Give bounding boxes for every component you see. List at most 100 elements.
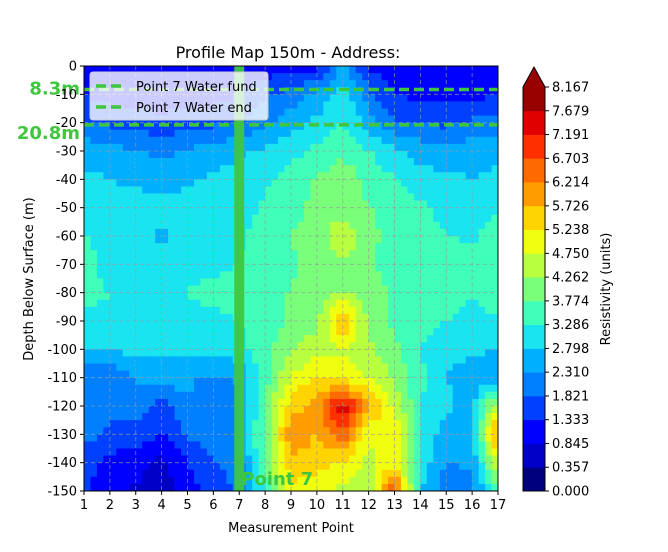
heat-cell	[316, 356, 324, 365]
heat-cell	[426, 143, 434, 152]
heat-cell	[491, 243, 498, 251]
heat-cell	[491, 328, 498, 336]
heat-cell	[174, 427, 182, 435]
heat-cell	[252, 236, 260, 244]
heat-cell	[452, 356, 460, 365]
heat-cell	[135, 313, 143, 322]
heat-cell	[278, 427, 286, 435]
heat-cell	[375, 377, 383, 386]
heat-cell	[459, 250, 467, 258]
heat-cell	[303, 278, 312, 287]
heat-cell	[168, 172, 176, 180]
heat-cell	[375, 94, 383, 103]
heat-cell	[368, 469, 376, 478]
heat-cell	[116, 462, 124, 471]
heat-cell	[116, 264, 124, 273]
heat-cell	[459, 469, 467, 478]
heat-cell	[407, 434, 415, 443]
heat-cell	[342, 434, 350, 443]
heat-cell	[297, 278, 305, 287]
heat-cell	[459, 441, 467, 450]
heat-cell	[446, 179, 454, 188]
heat-cell	[297, 207, 305, 216]
heat-cell	[368, 271, 376, 280]
heat-cell	[375, 207, 383, 216]
heat-cell	[329, 158, 337, 166]
heat-cell	[226, 129, 234, 138]
heat-cell	[181, 306, 189, 315]
heat-cell	[252, 427, 260, 435]
heat-cell	[388, 200, 396, 209]
heat-cell	[245, 271, 253, 280]
heat-cell	[96, 66, 105, 74]
heat-cell	[161, 136, 169, 145]
heat-cell	[122, 349, 130, 358]
heat-cell	[122, 306, 130, 315]
heat-cell	[181, 483, 189, 491]
heat-cell	[109, 313, 117, 322]
heat-cell	[465, 278, 473, 287]
heat-cell	[291, 483, 299, 491]
heat-cell	[452, 80, 460, 88]
heat-cell	[219, 342, 227, 350]
heat-cell	[181, 427, 189, 435]
heat-cell	[187, 129, 195, 138]
heat-cell	[168, 207, 176, 216]
heat-cell	[336, 483, 344, 491]
heat-cell	[278, 335, 286, 343]
heat-cell	[181, 292, 189, 301]
heat-cell	[252, 363, 260, 372]
heat-cell	[90, 483, 98, 491]
heat-cell	[485, 66, 493, 74]
heat-cell	[148, 214, 156, 223]
heat-cell	[193, 179, 202, 188]
heat-cell	[193, 441, 202, 450]
heat-cell	[96, 434, 105, 443]
heat-cell	[142, 172, 150, 180]
heat-cell	[368, 200, 376, 209]
heat-cell	[491, 462, 498, 471]
heat-cell	[96, 384, 105, 393]
heat-cell	[291, 66, 299, 74]
heat-cell	[413, 427, 421, 435]
heat-cell	[200, 448, 208, 457]
heat-cell	[284, 143, 292, 152]
heat-cell	[84, 427, 92, 435]
heat-cell	[485, 165, 493, 173]
heat-cell	[116, 179, 124, 188]
heat-cell	[265, 236, 273, 244]
heat-cell	[439, 129, 447, 138]
heat-cell	[433, 264, 441, 273]
heat-cell	[375, 306, 383, 315]
heat-cell	[407, 427, 415, 435]
heat-cell	[472, 73, 480, 81]
heat-cell	[316, 250, 324, 258]
heat-cell	[84, 80, 92, 88]
heat-cell	[355, 434, 363, 443]
colorbar-segment	[523, 395, 545, 421]
heat-cell	[459, 420, 467, 428]
heat-cell	[96, 264, 105, 273]
heat-cell	[407, 243, 415, 251]
heat-cell	[297, 349, 305, 358]
heat-cell	[355, 179, 363, 188]
heat-cell	[291, 299, 299, 308]
heat-cell	[407, 80, 415, 88]
heat-cell	[485, 406, 493, 414]
heat-cell	[491, 207, 498, 216]
heat-cell	[193, 377, 202, 386]
heat-cell	[206, 313, 214, 322]
heat-cell	[485, 391, 493, 400]
heat-cell	[148, 165, 156, 173]
heat-cell	[129, 221, 137, 230]
heat-cell	[400, 66, 409, 74]
heat-cell	[459, 228, 467, 237]
heat-cell	[109, 243, 117, 251]
heat-cell	[465, 285, 473, 294]
heat-cell	[148, 370, 156, 379]
heat-cell	[323, 66, 331, 74]
heat-cell	[407, 285, 415, 294]
heat-cell	[122, 391, 130, 400]
heat-cell	[478, 129, 486, 138]
heat-cell	[258, 243, 266, 251]
